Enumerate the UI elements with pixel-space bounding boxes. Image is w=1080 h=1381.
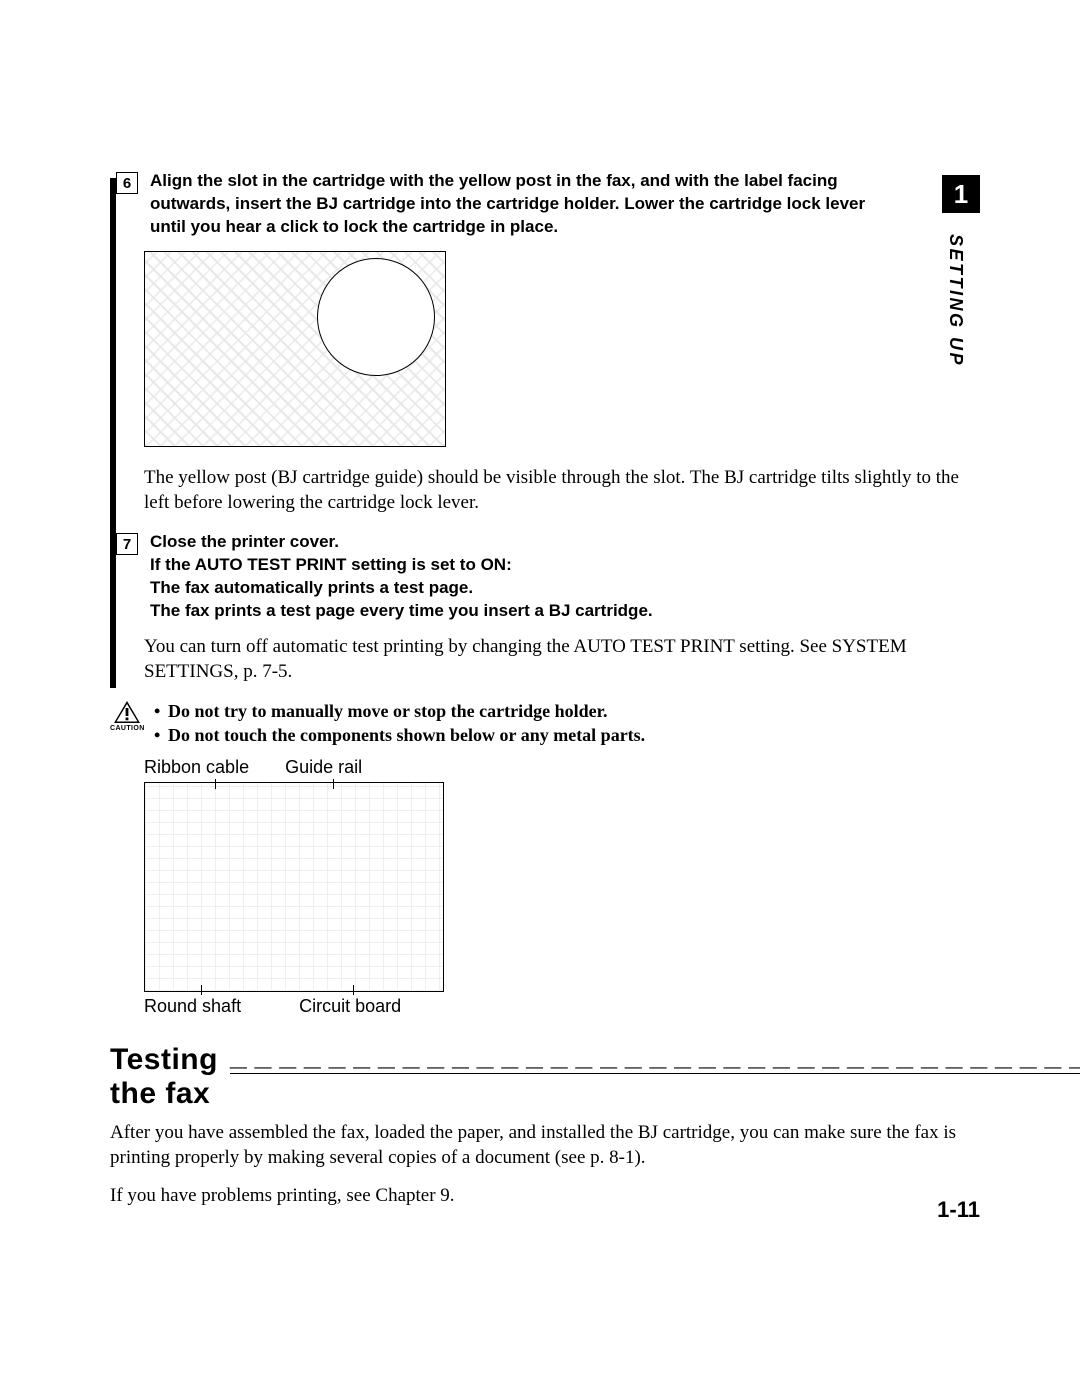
fig2-bottom-labels: Round shaft Circuit board	[144, 996, 466, 1017]
caution-bullet-2: • Do not touch the components shown belo…	[154, 724, 645, 747]
step-7-line2: If the AUTO TEST PRINT setting is set to…	[150, 554, 653, 577]
section-rule: _____________________________________	[230, 1039, 1080, 1074]
figure-1-inset	[317, 258, 435, 376]
caution-block: CAUTION • Do not try to manually move or…	[110, 700, 980, 747]
step-7-line4: The fax prints a test page every time yo…	[150, 600, 653, 623]
step-7-line3: The fax automatically prints a test page…	[150, 577, 653, 600]
caution-label: CAUTION	[110, 725, 144, 732]
section-heading: Testing the fax ________________________…	[110, 1043, 980, 1111]
section-body-p1: After you have assembled the fax, loaded…	[110, 1121, 970, 1170]
figure-1-art	[144, 251, 446, 447]
step-6: 6 Align the slot in the cartridge with t…	[116, 170, 980, 239]
step-6-text: Align the slot in the cartridge with the…	[138, 170, 898, 239]
leader-line	[201, 985, 202, 995]
side-accent-bar	[110, 178, 116, 688]
step-7: 7 Close the printer cover. If the AUTO T…	[116, 531, 980, 623]
figure-components: Ribbon cable Guide rail Round shaft Circ…	[144, 757, 980, 1017]
section-body-p2: If you have problems printing, see Chapt…	[110, 1184, 970, 1209]
leader-line	[353, 985, 354, 995]
step-number-box: 6	[116, 172, 138, 194]
label-guide-rail: Guide rail	[285, 757, 362, 778]
label-round-shaft: Round shaft	[144, 996, 241, 1017]
step-7-text: Close the printer cover. If the AUTO TES…	[138, 531, 653, 623]
fig2-top-labels: Ribbon cable Guide rail	[144, 757, 466, 778]
chapter-vertical-label: SETTING UP	[945, 234, 966, 367]
manual-page: 1 SETTING UP 6 Align the slot in the car…	[0, 0, 1080, 1283]
caution-icon: CAUTION	[110, 700, 144, 732]
chapter-tab: 1	[942, 175, 980, 213]
step-6-followup: The yellow post (BJ cartridge guide) sho…	[144, 466, 964, 515]
caution-bullet-1: • Do not try to manually move or stop th…	[154, 700, 645, 723]
leader-line	[215, 779, 216, 789]
step-number-box: 7	[116, 533, 138, 555]
page-number: 1-11	[937, 1197, 980, 1223]
step-7-followup: You can turn off automatic test printing…	[144, 635, 964, 684]
label-circuit-board: Circuit board	[299, 996, 401, 1017]
section-title: Testing the fax	[110, 1043, 218, 1111]
label-ribbon-cable: Ribbon cable	[144, 757, 249, 778]
figure-cartridge-insert	[144, 251, 980, 452]
leader-line	[333, 779, 334, 789]
caution-text: • Do not try to manually move or stop th…	[144, 700, 645, 747]
figure-2-art	[144, 782, 444, 992]
step-7-line1: Close the printer cover.	[150, 531, 653, 554]
